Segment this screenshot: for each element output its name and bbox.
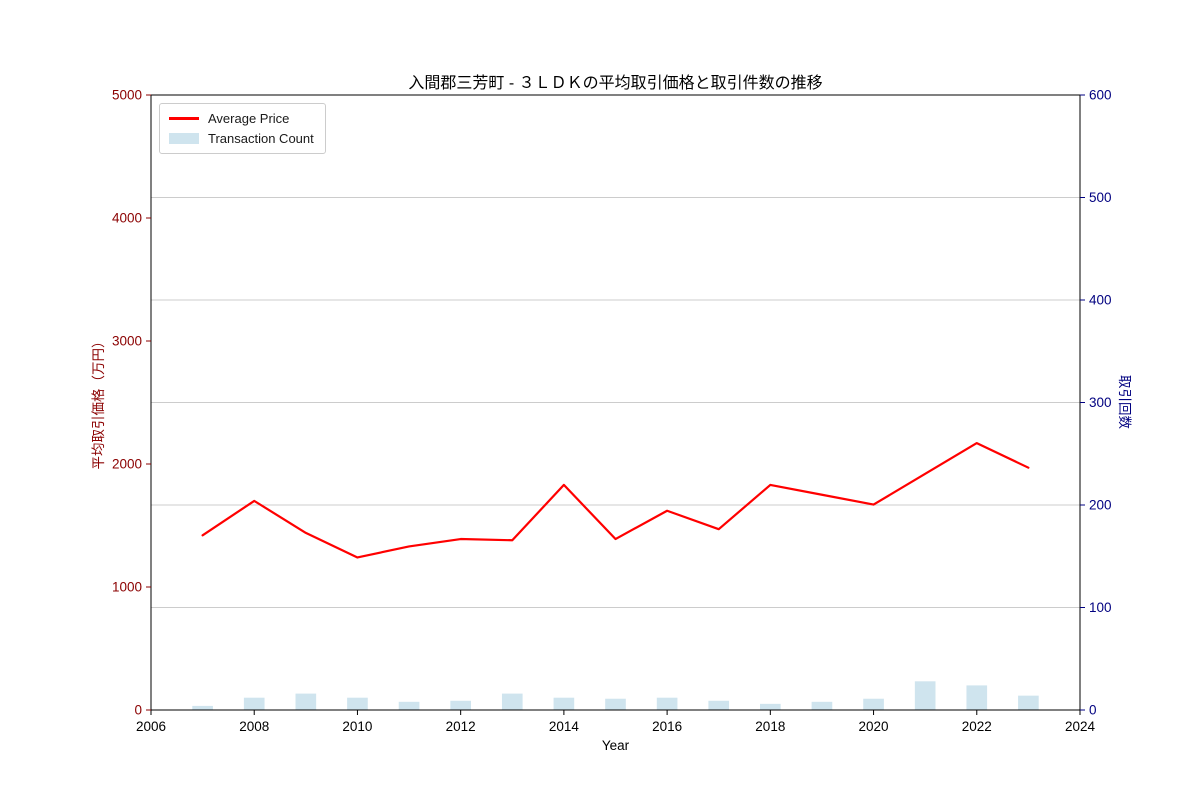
transaction-count-bar [553, 697, 575, 710]
x-tick-label: 2018 [755, 719, 785, 734]
right-tick-label: 200 [1089, 498, 1112, 513]
x-tick-label: 2024 [1065, 719, 1096, 734]
transaction-count-bar [192, 705, 213, 710]
x-tick-label: 2020 [859, 719, 889, 734]
average-price-line [201, 441, 1030, 559]
left-tick-label: 5000 [112, 88, 142, 103]
x-tick-label: 2010 [342, 719, 372, 734]
x-tick-label: 2006 [136, 719, 166, 734]
transaction-count-bar [243, 697, 265, 710]
transaction-count-bar [450, 700, 471, 710]
transaction-count-bar [1018, 695, 1039, 710]
transaction-count-bar [398, 701, 420, 710]
transaction-count-bar [501, 693, 523, 710]
transaction-count-bar [863, 698, 884, 710]
right-tick-label: 100 [1089, 600, 1112, 615]
x-tick-label: 2012 [446, 719, 476, 734]
transaction-count-bar [760, 703, 781, 710]
legend-item-average-price: Average Price [169, 111, 314, 126]
left-tick-label: 3000 [112, 334, 142, 349]
right-tick-label: 400 [1089, 293, 1112, 308]
transaction-count-bar [295, 693, 317, 710]
x-axis-label: Year [601, 738, 630, 753]
legend-label-average-price: Average Price [208, 111, 290, 126]
left-tick-label: 0 [134, 703, 142, 718]
price-line-swatch [169, 117, 199, 120]
transaction-count-bar [914, 681, 936, 710]
legend-item-transaction-count: Transaction Count [169, 131, 314, 146]
x-tick-label: 2008 [239, 719, 269, 734]
red-line-icon [169, 117, 199, 120]
left-tick-label: 2000 [112, 457, 142, 472]
legend: Average Price Transaction Count [159, 103, 326, 154]
right-tick-label: 0 [1089, 703, 1097, 718]
right-axis-label: 取引回数 [1117, 375, 1132, 429]
left-axis-label: 平均取引価格（万円） [91, 334, 106, 470]
blue-patch-icon [169, 133, 199, 144]
legend-label-transaction-count: Transaction Count [208, 131, 314, 146]
transaction-count-bar [966, 685, 988, 710]
transaction-count-bar [656, 697, 678, 710]
transaction-count-bar [605, 698, 626, 710]
transaction-count-bar [347, 697, 368, 710]
right-tick-label: 600 [1089, 88, 1112, 103]
x-tick-label: 2016 [652, 719, 682, 734]
x-tick-label: 2022 [962, 719, 992, 734]
transaction-count-bar [811, 701, 833, 710]
transaction-count-bar [708, 700, 730, 710]
x-tick-label: 2014 [549, 719, 580, 734]
right-tick-label: 300 [1089, 395, 1112, 410]
chart-title: 入間郡三芳町 - ３ＬＤＫの平均取引価格と取引件数の推移 [408, 75, 823, 92]
right-tick-label: 500 [1089, 190, 1112, 205]
left-tick-label: 1000 [112, 580, 142, 595]
count-patch-swatch [169, 133, 199, 144]
left-tick-label: 4000 [112, 211, 142, 226]
